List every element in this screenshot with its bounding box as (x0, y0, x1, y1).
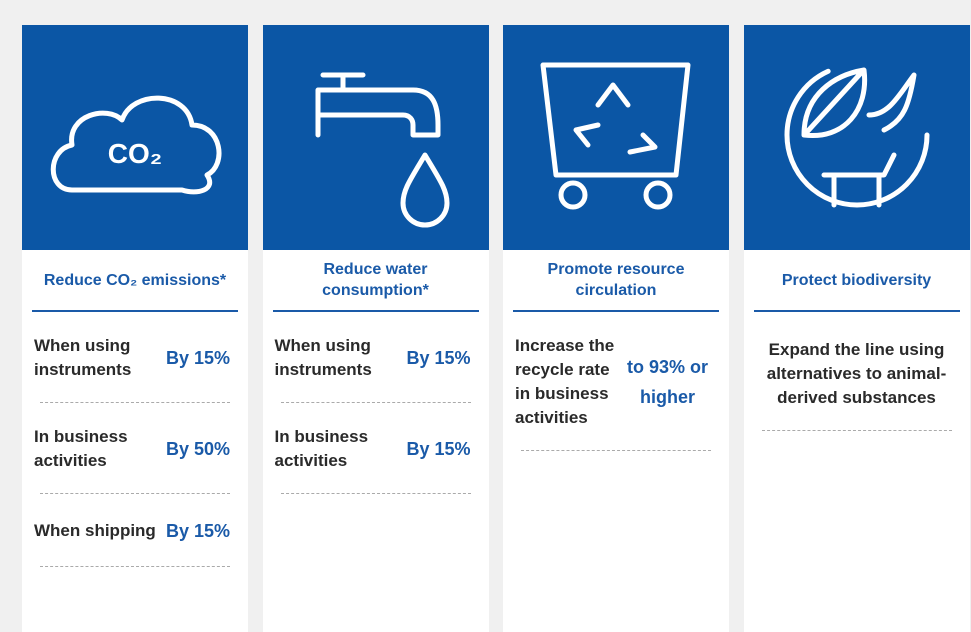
item: In business activities By 15% (263, 403, 489, 473)
icon: CO₂ (50, 95, 222, 195)
item-label: When using instruments (274, 336, 372, 379)
item-label: Increase the recycle rate in business ac… (515, 336, 615, 427)
icon (784, 62, 929, 208)
item-value: By 15% (406, 348, 471, 368)
item: When using instruments By 15% (263, 312, 489, 382)
separator (521, 450, 711, 451)
column: Promote resource circulation Increase the… (503, 25, 729, 632)
item: When using instruments By 15% (22, 312, 248, 382)
separator (280, 402, 471, 403)
separator (280, 493, 471, 494)
column: Reduce water consumption* When using inst… (262, 25, 489, 632)
column-title: Reduce water consumption* (272, 250, 479, 312)
icon-panel (262, 25, 489, 250)
column-text: Expand the line using alternatives to an… (766, 340, 947, 407)
icon-panel (743, 25, 970, 250)
item: In business activities By 50% (22, 403, 248, 473)
item-label: When using instruments (34, 336, 132, 379)
separator (40, 402, 230, 403)
column-title: Protect biodiversity (753, 250, 960, 312)
separator (761, 430, 952, 431)
item: When shipping By 15% (22, 494, 248, 546)
column-title: Reduce CO₂ emissions* (32, 250, 238, 312)
item-value: By 15% (165, 348, 231, 368)
column-title: Promote resource circulation (513, 250, 719, 312)
column: CO₂ Reduce CO₂ emissions* When using instr… (22, 25, 248, 632)
item-label: When shipping (34, 521, 156, 540)
item: Increase the recycle rate in business ac… (503, 312, 729, 430)
icon (315, 72, 449, 228)
item-label: In business activities (34, 427, 128, 470)
separator (40, 493, 230, 494)
icon-panel (503, 25, 729, 250)
column: Protect biodiversity Expand the line usin… (743, 25, 970, 632)
icon-text: CO₂ (108, 138, 162, 169)
item-value: By 15% (406, 439, 471, 459)
icon (540, 62, 691, 210)
item-value: By 50% (165, 439, 231, 459)
icon-panel: CO₂ (22, 25, 248, 250)
item-value: to 93% or higher (626, 357, 709, 407)
item-value: By 15% (165, 521, 231, 541)
item-label: In business activities (274, 427, 369, 470)
separator (40, 566, 230, 567)
